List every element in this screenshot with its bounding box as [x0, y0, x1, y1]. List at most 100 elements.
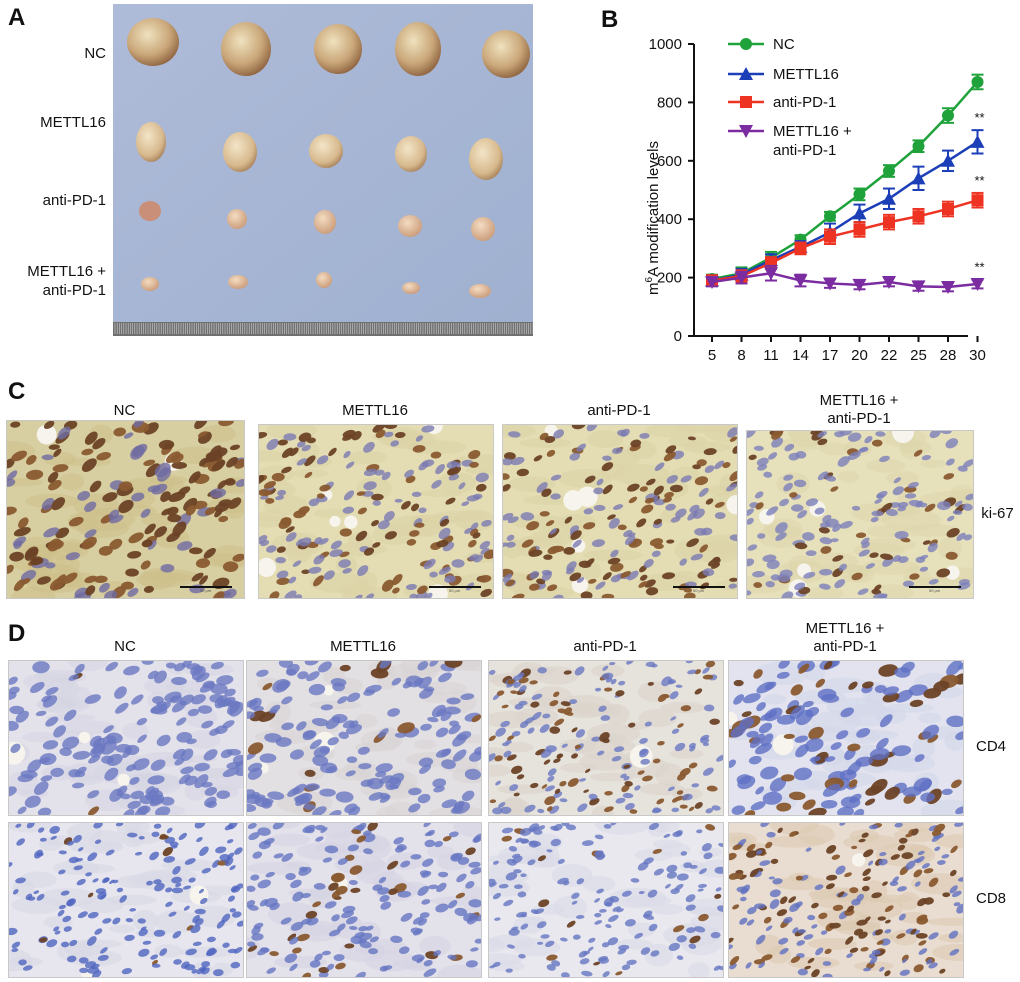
stained-nucleus [570, 530, 582, 541]
nucleus [424, 839, 436, 848]
nucleus [348, 879, 358, 886]
nucleus [301, 444, 311, 452]
nucleus [674, 883, 684, 891]
stained-nucleus [629, 538, 639, 546]
nucleus [50, 767, 64, 777]
nucleus [354, 594, 363, 598]
stained-nucleus [281, 466, 292, 474]
nucleus [316, 455, 329, 465]
nucleus [746, 919, 755, 926]
stroma [644, 943, 674, 967]
nucleus [194, 918, 204, 926]
nucleus [87, 790, 100, 799]
nucleus [702, 667, 710, 674]
nucleus [865, 563, 876, 569]
nucleus [520, 923, 529, 930]
stained-nucleus [831, 854, 841, 860]
stroma [419, 936, 451, 957]
nucleus [304, 827, 315, 834]
nucleus [345, 461, 355, 469]
nucleus [67, 898, 76, 907]
stained-nucleus [312, 901, 322, 908]
stained-nucleus [529, 680, 538, 685]
nucleus [9, 691, 17, 701]
nucleus [690, 553, 703, 561]
stroma [797, 824, 835, 845]
nucleus [182, 885, 192, 890]
tumor [471, 217, 495, 241]
nucleus [87, 936, 97, 946]
nucleus [314, 953, 323, 962]
scale-bar-label: 50 μm [693, 588, 705, 593]
nucleus [666, 871, 677, 879]
stained-nucleus [694, 476, 709, 486]
nucleus [372, 500, 382, 506]
nucleus [444, 575, 456, 584]
stroma [675, 425, 719, 434]
stained-nucleus [646, 478, 656, 486]
nucleus [26, 823, 35, 829]
stained-nucleus [444, 661, 463, 668]
stained-nucleus [729, 577, 737, 582]
x-tick-label: 30 [969, 347, 986, 364]
nucleus [688, 742, 696, 749]
nucleus [84, 961, 97, 969]
data-point [970, 134, 985, 148]
stained-nucleus [790, 684, 803, 696]
stroma [296, 842, 354, 861]
stained-nucleus [212, 591, 225, 598]
nucleus [869, 956, 878, 965]
stroma [268, 833, 311, 847]
nucleus [703, 852, 713, 860]
nucleus [357, 565, 369, 577]
stained-nucleus [521, 539, 534, 548]
nucleus [461, 501, 470, 506]
nucleus [610, 549, 619, 558]
stained-nucleus [571, 425, 586, 430]
stained-nucleus [832, 904, 844, 911]
stained-nucleus [860, 947, 869, 952]
nucleus [11, 947, 19, 953]
nucleus [165, 901, 173, 908]
tumor [316, 272, 332, 288]
nucleus [621, 890, 632, 897]
stained-nucleus [662, 496, 672, 503]
nucleus [129, 908, 137, 912]
nucleus [379, 894, 390, 903]
nucleus [231, 886, 241, 893]
data-point [882, 191, 896, 205]
nucleus [433, 950, 441, 957]
stained-nucleus [465, 847, 476, 856]
nucleus [236, 920, 243, 927]
nucleus [949, 885, 958, 894]
stained-nucleus [642, 775, 653, 782]
stained-nucleus [818, 912, 828, 920]
stained-nucleus [409, 530, 420, 537]
stained-nucleus [85, 585, 96, 596]
nucleus [729, 759, 736, 768]
nucleus [820, 799, 838, 809]
nucleus [277, 489, 287, 496]
nucleus [832, 523, 842, 532]
stained-nucleus [511, 593, 525, 598]
nucleus [489, 882, 497, 888]
nucleus [330, 540, 342, 550]
nucleus [492, 961, 501, 967]
stained-nucleus [406, 539, 417, 546]
nucleus [878, 858, 888, 866]
stained-nucleus [811, 969, 820, 977]
stained-nucleus [593, 961, 601, 966]
stained-nucleus [371, 493, 384, 501]
stroma [436, 964, 481, 977]
stroma [931, 943, 963, 961]
stained-nucleus [927, 734, 939, 743]
nucleus [820, 930, 828, 935]
nucleus [542, 713, 551, 719]
nucleus [337, 923, 346, 932]
nucleus [142, 940, 152, 945]
stained-nucleus [789, 492, 798, 498]
nucleus [868, 824, 879, 830]
nucleus [608, 517, 620, 529]
stroma [337, 584, 376, 596]
nucleus [597, 750, 605, 756]
